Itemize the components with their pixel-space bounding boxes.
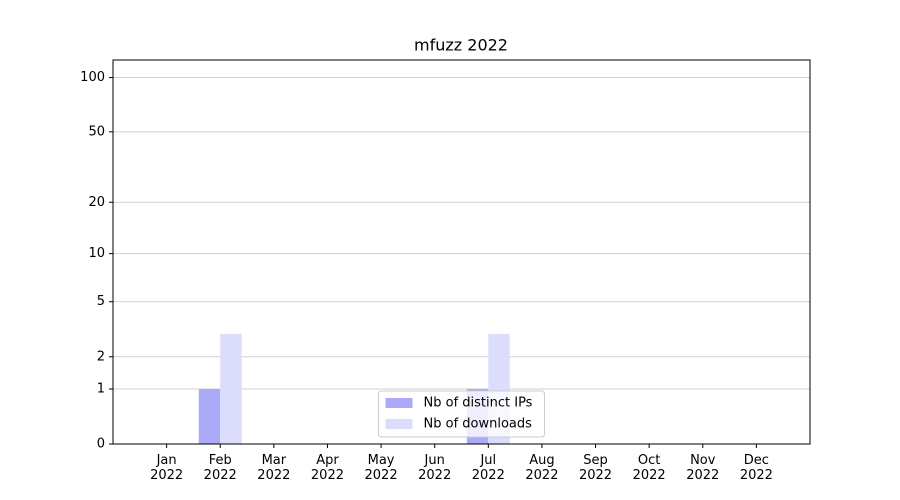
x-tick-label: Oct 2022 bbox=[632, 453, 666, 483]
y-tick-label: 100 bbox=[80, 70, 105, 85]
x-tick-label: Feb 2022 bbox=[203, 453, 237, 483]
y-tick-label: 10 bbox=[88, 246, 105, 261]
bar bbox=[198, 388, 221, 444]
x-tick-label: Jun 2022 bbox=[418, 453, 452, 483]
y-tick-label: 5 bbox=[97, 294, 105, 309]
x-tick-label: Jul 2022 bbox=[471, 453, 505, 483]
x-tick-label: Dec 2022 bbox=[739, 453, 773, 483]
x-tick-label: May 2022 bbox=[364, 453, 398, 483]
plot-frame bbox=[112, 59, 811, 445]
y-tick-label: 20 bbox=[88, 195, 105, 210]
bar bbox=[220, 333, 242, 444]
x-tick-label: Aug 2022 bbox=[525, 453, 559, 483]
legend-label: Nb of distinct IPs bbox=[424, 396, 533, 411]
chart-title: mfuzz 2022 bbox=[414, 36, 508, 55]
x-tick-label: Apr 2022 bbox=[310, 453, 344, 483]
legend-box bbox=[378, 390, 545, 438]
y-tick-label: 0 bbox=[97, 437, 105, 452]
x-tick-label: Jan 2022 bbox=[150, 453, 184, 483]
legend-swatch bbox=[385, 419, 413, 429]
legend-swatch bbox=[385, 398, 413, 408]
y-tick-label: 1 bbox=[97, 381, 105, 396]
x-tick-label: Sep 2022 bbox=[578, 453, 613, 483]
legend: Nb of distinct IPs Nb of downloads bbox=[378, 390, 545, 438]
legend-label: Nb of downloads bbox=[424, 417, 533, 432]
x-tick-label: Nov 2022 bbox=[686, 453, 720, 483]
y-tick-label: 2 bbox=[97, 349, 105, 364]
y-tick-label: 50 bbox=[88, 124, 105, 139]
x-tick-label: Mar 2022 bbox=[257, 453, 291, 483]
